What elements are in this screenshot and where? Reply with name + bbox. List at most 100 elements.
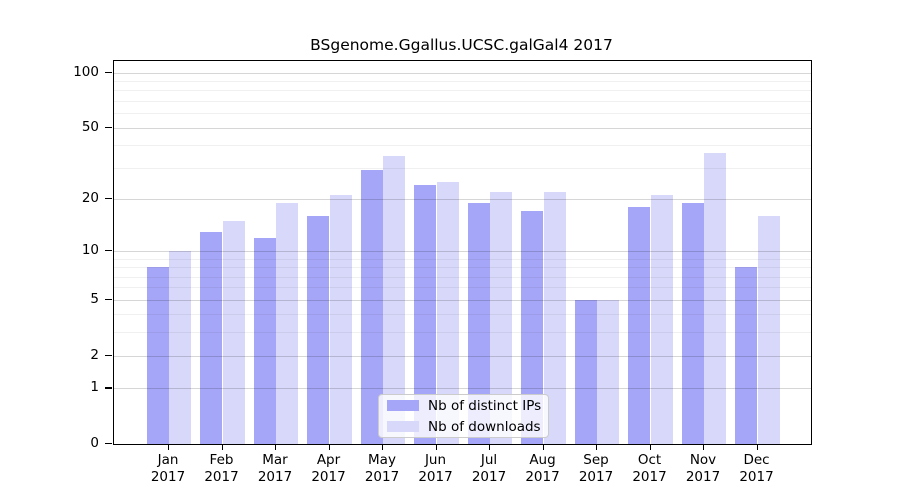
bar-ips-jul	[467, 202, 490, 444]
x-tick-year-may: 2017	[364, 469, 400, 485]
bar-downloads-may	[383, 155, 406, 444]
gridline-major-20	[114, 198, 811, 200]
x-tick-label-jun: Jun 2017	[404, 452, 468, 486]
x-tick-month-aug: Aug	[529, 452, 556, 468]
x-tick-month-dec: Dec	[743, 452, 770, 468]
gridline-minor-60	[114, 113, 811, 115]
x-tick-year-jan: 2017	[150, 469, 186, 485]
x-tick-year-jul: 2017	[471, 469, 507, 485]
x-tick-year-nov: 2017	[685, 469, 721, 485]
gridline-minor-90	[114, 80, 811, 82]
x-tick-label-sep: Sep 2017	[564, 452, 628, 486]
gridline-major-2	[114, 355, 811, 357]
bar-ips-mar	[253, 237, 276, 444]
x-tick-label-feb: Feb 2017	[190, 452, 254, 486]
bar-ips-sep	[574, 299, 597, 444]
gridline-minor-40	[114, 145, 811, 147]
x-tick-mark-dec	[756, 445, 758, 450]
bar-downloads-nov	[704, 153, 727, 444]
legend-label-downloads: Nb of downloads	[428, 418, 541, 435]
x-tick-label-jul: Jul 2017	[457, 452, 521, 486]
x-tick-month-mar: Mar	[262, 452, 288, 468]
gridline-major-1	[114, 388, 811, 390]
x-tick-year-jun: 2017	[418, 469, 453, 485]
y-tick-label-5: 5	[90, 290, 99, 307]
gridline-minor-3	[114, 332, 811, 334]
x-tick-month-jan: Jan	[157, 452, 179, 468]
x-tick-label-may: May 2017	[350, 452, 414, 486]
y-tick-mark-0	[105, 443, 112, 445]
y-tick-mark-2	[105, 354, 112, 356]
y-tick-label-1: 1	[90, 379, 99, 396]
x-tick-month-jun: Jun	[424, 452, 447, 468]
x-tick-mark-may	[382, 445, 384, 450]
y-tick-label-0: 0	[90, 435, 99, 451]
gridline-minor-8	[114, 267, 811, 269]
gridline-major-50	[114, 127, 811, 129]
legend-swatch-distinct-ips	[387, 400, 419, 411]
x-tick-label-oct: Oct 2017	[618, 452, 682, 486]
x-tick-label-nov: Nov 2017	[671, 452, 735, 486]
x-tick-label-mar: Mar 2017	[243, 452, 307, 486]
gridline-major-5	[114, 299, 811, 301]
x-tick-month-feb: Feb	[209, 452, 234, 468]
gridline-minor-6	[114, 287, 811, 289]
legend-swatch-downloads	[387, 421, 419, 432]
gridline-minor-7	[114, 276, 811, 278]
bar-downloads-feb	[222, 220, 245, 444]
bar-ips-apr	[307, 215, 330, 444]
x-tick-label-jan: Jan 2017	[136, 452, 200, 486]
y-tick-mark-10	[105, 250, 112, 252]
x-tick-label-apr: Apr 2017	[297, 452, 361, 486]
y-tick-label-10: 10	[81, 242, 99, 258]
y-tick-label-20: 20	[81, 189, 99, 206]
x-tick-mark-jul	[489, 445, 491, 450]
gridline-major-100	[114, 72, 811, 74]
legend-row-downloads: Nb of downloads	[387, 418, 541, 435]
x-tick-year-feb: 2017	[204, 469, 239, 485]
x-tick-label-aug: Aug 2017	[511, 452, 575, 486]
x-tick-month-nov: Nov	[689, 452, 717, 468]
y-tick-mark-5	[105, 298, 112, 301]
bar-ips-jun	[414, 184, 437, 444]
gridline-minor-4	[114, 314, 811, 316]
x-tick-mark-nov	[703, 445, 705, 450]
bar-downloads-aug	[543, 191, 566, 444]
bar-downloads-jul	[490, 191, 513, 444]
gridline-major-10	[114, 251, 811, 252]
bar-ips-may	[360, 170, 383, 444]
y-tick-mark-100	[105, 71, 112, 73]
bar-ips-nov	[681, 202, 704, 444]
legend-label-distinct-ips: Nb of distinct IPs	[428, 397, 542, 414]
gridline-minor-30	[114, 167, 811, 169]
legend-row-distinct-ips: Nb of distinct IPs	[387, 397, 542, 414]
x-tick-year-apr: 2017	[311, 469, 346, 485]
bar-downloads-jan	[169, 251, 192, 444]
bar-ips-dec	[735, 267, 758, 444]
y-tick-mark-20	[105, 197, 112, 200]
bar-ips-oct	[628, 207, 651, 444]
x-tick-mark-sep	[596, 445, 598, 450]
x-tick-mark-jan	[168, 445, 170, 450]
x-tick-mark-aug	[542, 445, 544, 450]
bar-downloads-jun	[436, 181, 459, 444]
y-tick-label-100: 100	[73, 63, 99, 80]
x-tick-year-mar: 2017	[257, 469, 293, 485]
x-tick-month-sep: Sep	[583, 452, 609, 468]
x-tick-month-oct: Oct	[637, 452, 662, 468]
legend: Nb of distinct IPs Nb of downloads	[378, 394, 549, 438]
bar-downloads-mar	[276, 202, 299, 444]
bar-downloads-sep	[597, 299, 620, 444]
x-tick-mark-feb	[221, 445, 223, 450]
gridline-minor-9	[114, 258, 811, 260]
x-tick-month-apr: Apr	[316, 452, 341, 468]
x-tick-mark-jun	[435, 445, 437, 450]
y-tick-label-2: 2	[90, 346, 99, 363]
x-tick-year-dec: 2017	[739, 469, 774, 485]
x-tick-month-may: May	[368, 452, 396, 468]
bar-downloads-oct	[650, 195, 673, 444]
chart-title: BSgenome.Ggallus.UCSC.galGal4 2017	[310, 36, 613, 54]
x-tick-mark-apr	[328, 445, 330, 450]
gridline-minor-80	[114, 90, 811, 92]
